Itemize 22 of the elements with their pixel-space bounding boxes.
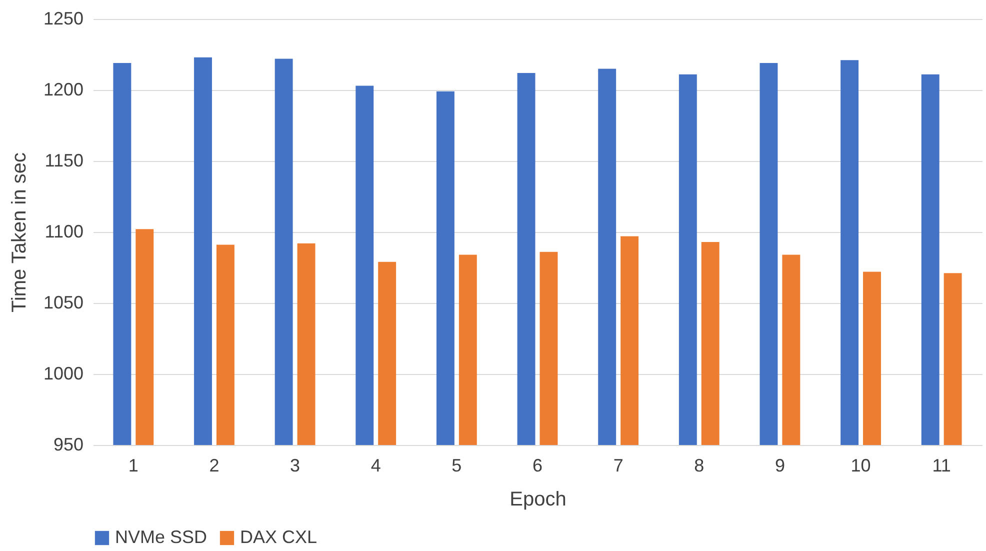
x-tick-label: 5: [452, 456, 462, 476]
x-tick-label: 6: [532, 456, 543, 476]
y-tick-label: 950: [53, 434, 84, 454]
x-tick-label: 4: [370, 456, 381, 476]
x-tick-label: 2: [209, 456, 220, 476]
y-tick-label: 1100: [44, 222, 84, 242]
x-tick-label: 10: [850, 456, 871, 476]
x-tick-label: 8: [694, 456, 704, 476]
x-axis-title: Epoch: [510, 488, 566, 510]
legend-label: NVMe SSD: [115, 527, 208, 547]
x-tick-label: 1: [128, 456, 138, 476]
legend-label: DAX CXL: [240, 527, 318, 547]
y-tick-label: 1200: [43, 80, 84, 100]
x-tick-label: 9: [774, 456, 785, 476]
y-axis-title: Time Taken in sec: [8, 152, 30, 313]
y-tick-label: 1000: [43, 364, 84, 384]
x-tick-label: 3: [290, 456, 300, 476]
y-tick-label: 1150: [44, 150, 84, 170]
x-tick-label: 7: [613, 456, 624, 476]
y-tick-label: 1050: [43, 292, 84, 312]
x-tick-label: 11: [932, 456, 951, 476]
y-tick-label: 1250: [43, 8, 84, 28]
